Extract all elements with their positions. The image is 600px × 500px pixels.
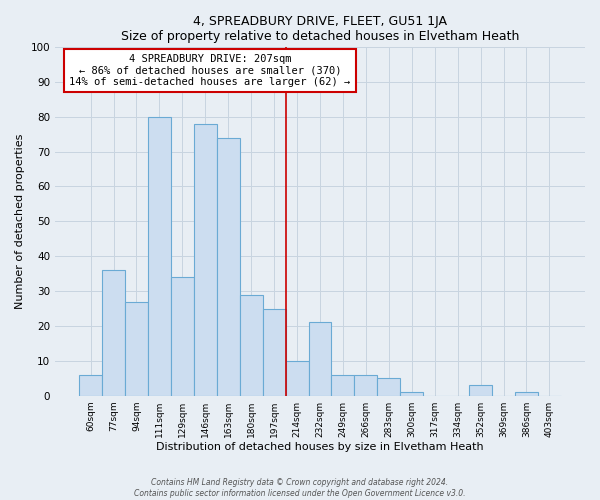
Bar (400, 392, 423, 396)
Bar (102, 270, 125, 396)
Text: 4 SPREADBURY DRIVE: 207sqm
← 86% of detached houses are smaller (370)
14% of sem: 4 SPREADBURY DRIVE: 207sqm ← 86% of deta… (69, 54, 350, 87)
Bar (217, 138, 240, 396)
Bar (355, 375, 377, 396)
Title: 4, SPREADBURY DRIVE, FLEET, GU51 1JA
Size of property relative to detached house: 4, SPREADBURY DRIVE, FLEET, GU51 1JA Siz… (121, 15, 519, 43)
Bar (240, 294, 263, 396)
Bar (148, 116, 171, 396)
Bar (79, 375, 102, 396)
Y-axis label: Number of detached properties: Number of detached properties (15, 134, 25, 309)
Bar (308, 322, 331, 396)
Bar (469, 385, 492, 396)
X-axis label: Distribution of detached houses by size in Elvetham Heath: Distribution of detached houses by size … (156, 442, 484, 452)
Bar (286, 361, 308, 396)
Bar (171, 277, 194, 396)
Bar (331, 375, 355, 396)
Text: Contains HM Land Registry data © Crown copyright and database right 2024.
Contai: Contains HM Land Registry data © Crown c… (134, 478, 466, 498)
Bar (515, 392, 538, 396)
Bar (377, 378, 400, 396)
Bar (263, 308, 286, 396)
Bar (125, 302, 148, 396)
Bar (194, 124, 217, 396)
